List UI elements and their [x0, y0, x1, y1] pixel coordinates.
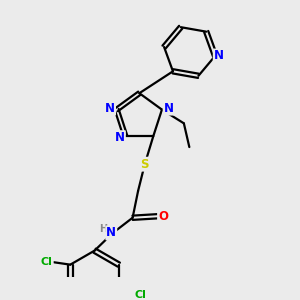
Text: O: O: [158, 210, 168, 223]
Text: N: N: [106, 226, 116, 239]
Text: Cl: Cl: [41, 257, 53, 267]
Text: Cl: Cl: [135, 290, 147, 300]
Text: H: H: [100, 224, 108, 234]
Text: N: N: [164, 102, 174, 115]
Text: S: S: [140, 158, 149, 171]
Text: N: N: [105, 102, 115, 115]
Text: N: N: [214, 50, 224, 62]
Text: N: N: [115, 131, 125, 144]
